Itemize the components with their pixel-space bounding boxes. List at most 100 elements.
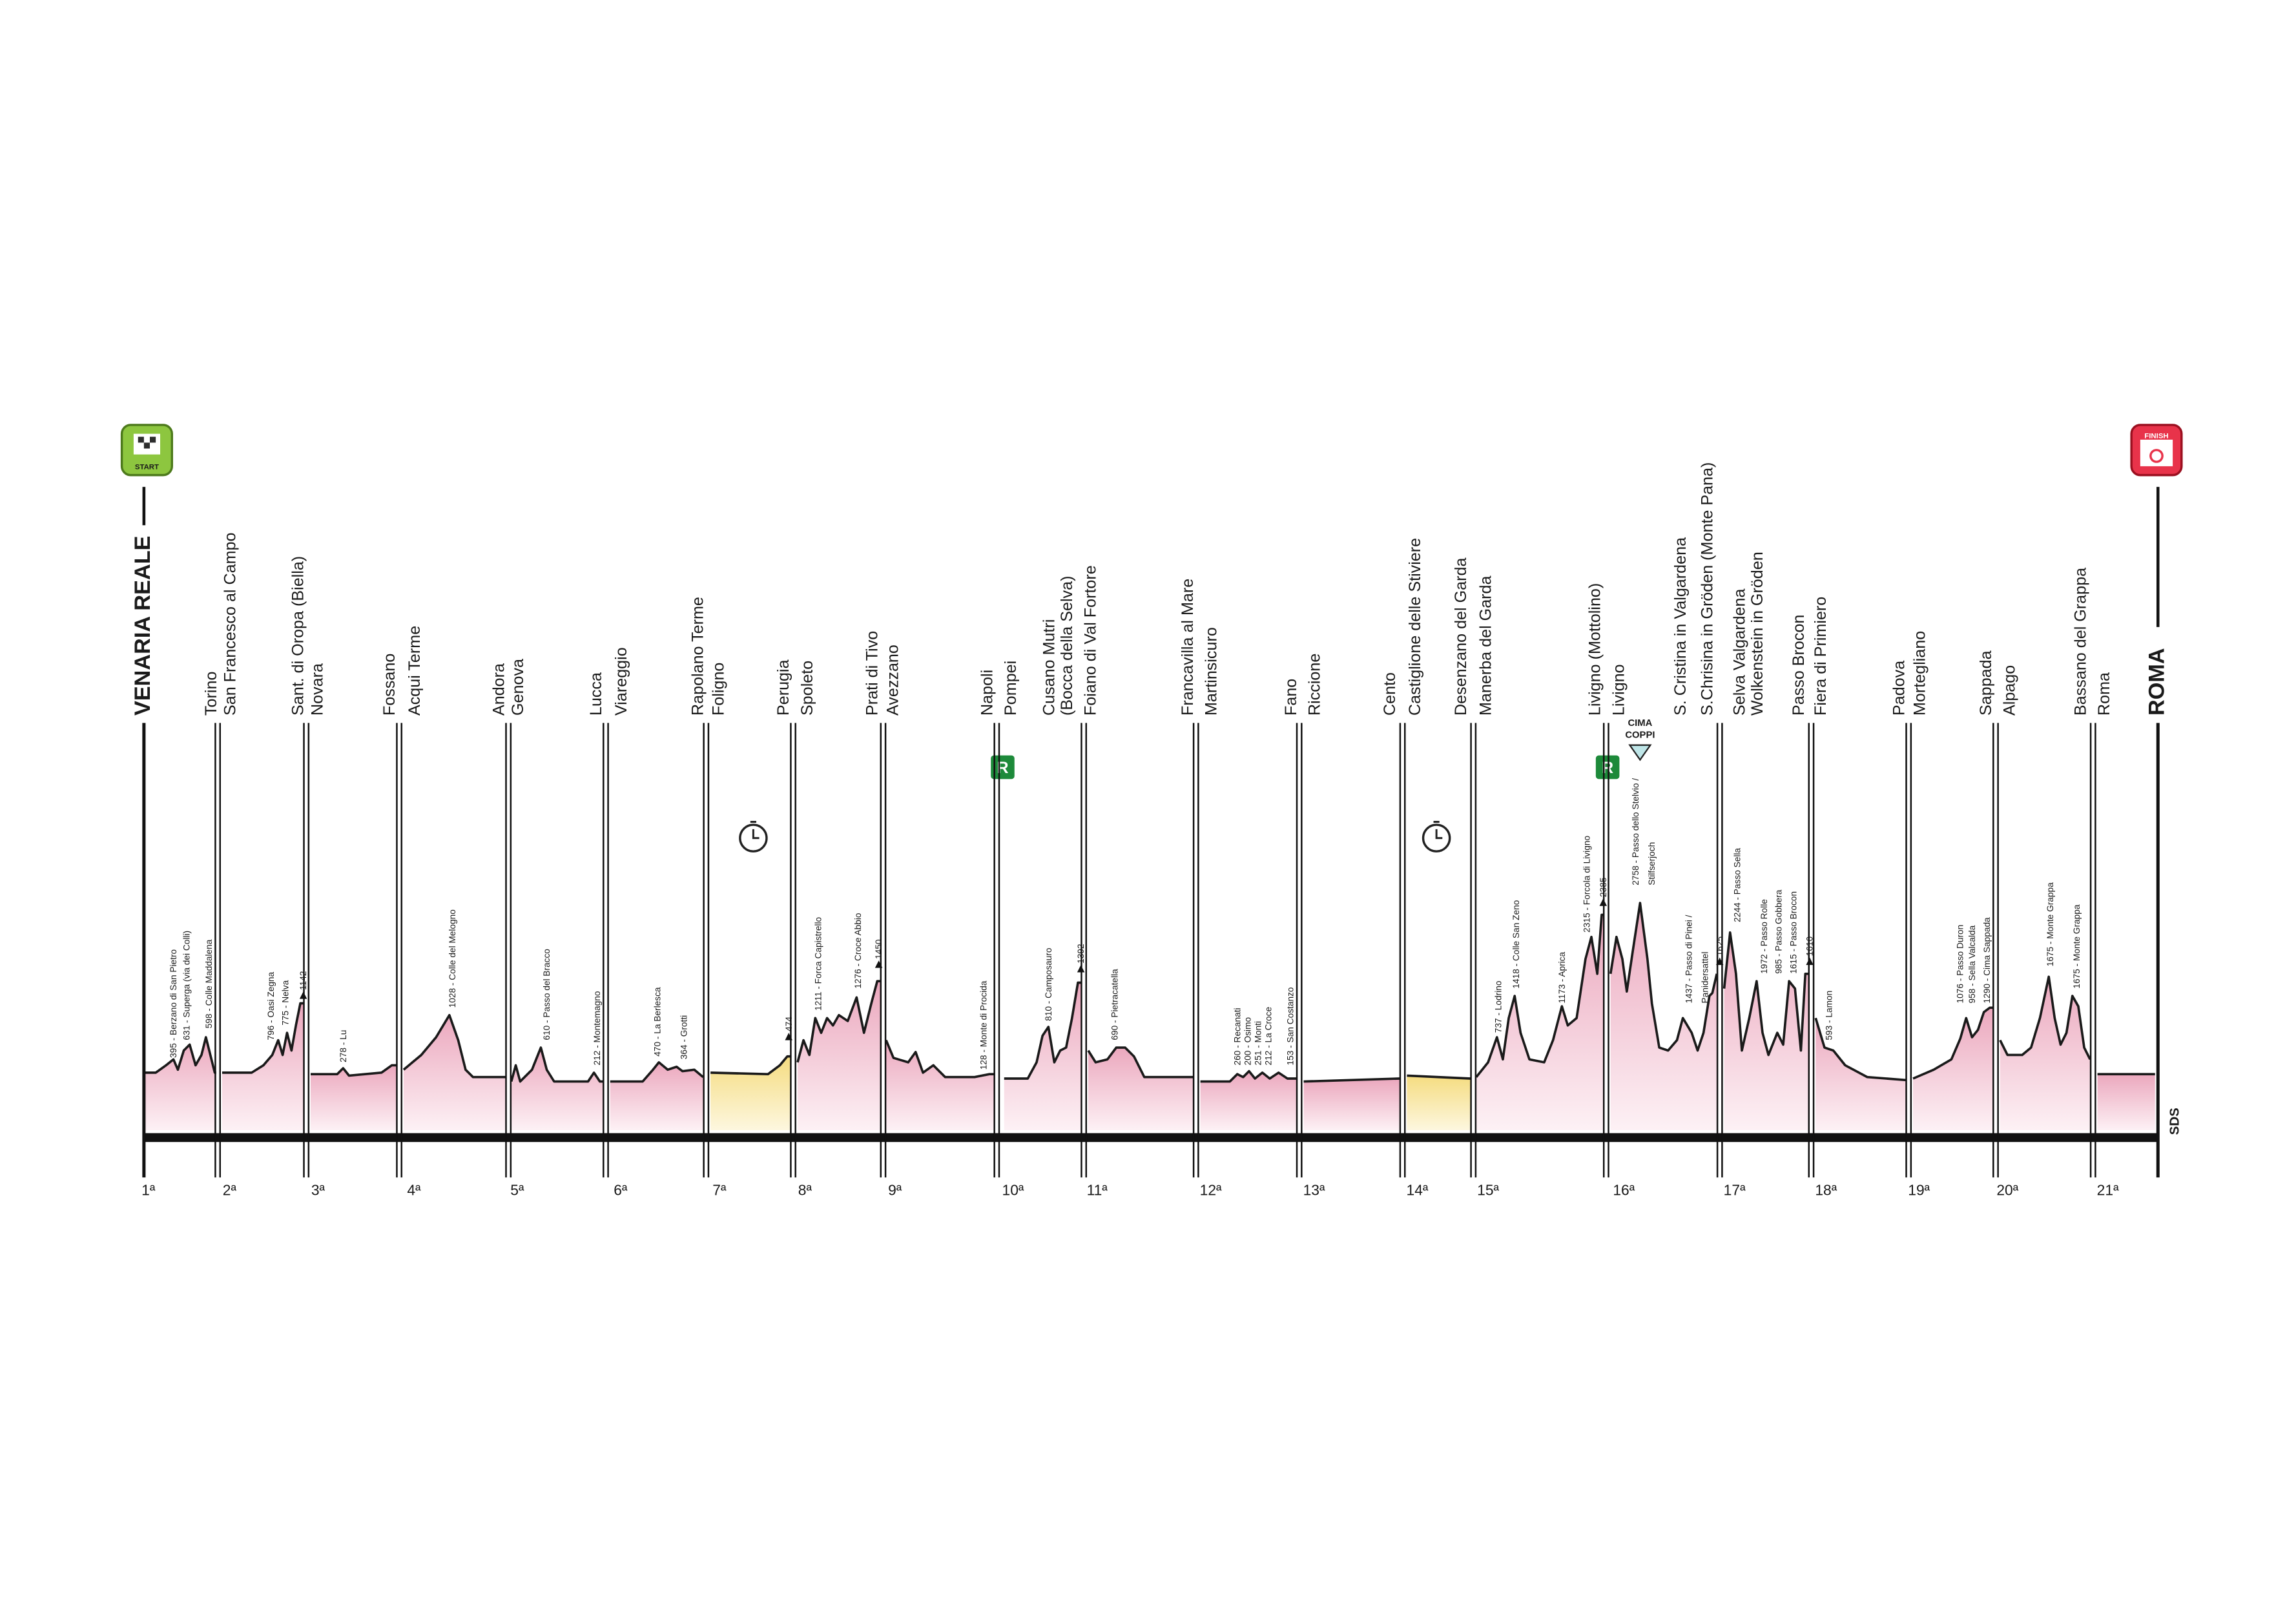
cima-coppi-label: COPPI <box>1625 730 1655 740</box>
stage-number: 20ª <box>1996 1181 2018 1198</box>
climb-label: 2758 - Passo dello Stelvio / <box>1631 778 1640 885</box>
stage-area <box>1088 1048 1194 1130</box>
climb-label: Panidersattel <box>1700 952 1710 1004</box>
climb-label: 251 - Monti <box>1253 1021 1263 1065</box>
town-label: Castiglione delle Stiviere <box>1406 538 1424 716</box>
signature: SDS <box>2167 1108 2182 1135</box>
climb-label: 598 - Colle Maddalena <box>204 939 214 1028</box>
town-label: Alpago <box>2001 665 2019 716</box>
climb-label: 958 - Sella Valcalda <box>1967 925 1977 1003</box>
climb-label: 128 - Monte di Procida <box>978 980 988 1070</box>
stage-number: 17ª <box>1724 1181 1746 1198</box>
summit-finish-marker <box>1077 965 1085 973</box>
climb-label: 1972 - Passo Rolle <box>1759 899 1769 974</box>
climb-label: 200 - Osimo <box>1243 1017 1252 1066</box>
cima-coppi-label: CIMA <box>1628 718 1652 729</box>
start-badge: START <box>120 424 173 477</box>
stage-profile <box>222 1002 304 1074</box>
climb-label: 985 - Passo Gobbera <box>1774 889 1784 973</box>
town-label: VENARIA REALE <box>130 536 155 716</box>
town-label: Riccione <box>1306 654 1324 716</box>
stage-profile <box>1912 1006 1993 1080</box>
town-label: Manerba del Garda <box>1477 575 1495 716</box>
stage-area <box>1913 1008 1993 1130</box>
stage-number: 6ª <box>614 1181 628 1198</box>
town-label: S. Cristina in Valgardena <box>1671 537 1690 716</box>
climb-label: 1615 - Passo Brocon <box>1789 891 1799 974</box>
town-label: Rapolano Terme <box>689 597 707 716</box>
town-label: Napoli <box>978 670 996 716</box>
town-label: Prati di Tivo <box>863 631 881 716</box>
stage-area <box>885 1040 994 1130</box>
town-label: Novara <box>308 663 326 716</box>
climb-label: 1610 <box>1805 936 1815 956</box>
climb-label: 610 - Passo del Bracco <box>542 949 552 1040</box>
climb-label: 1211 - Forca Capistrello <box>813 916 823 1010</box>
stage-profile <box>402 1013 506 1079</box>
stage-profile <box>1814 1017 1906 1082</box>
town-label: Bassano del Grappa <box>2071 568 2089 716</box>
climb-label: 775 - Nelva <box>281 980 291 1025</box>
town-label: Viareggio <box>612 647 630 716</box>
stage-number: 5ª <box>510 1181 524 1198</box>
stage-number: 12ª <box>1200 1181 1222 1198</box>
climb-label: 278 - Lu <box>338 1030 348 1062</box>
climb-label: 2385 <box>1598 877 1608 897</box>
climb-label: 1076 - Passo Duron <box>1956 925 1965 1004</box>
town-label: San Francesco al Campo <box>222 533 240 716</box>
climb-label: 593 - Lamon <box>1824 991 1834 1040</box>
town-label: Perugia <box>774 659 792 716</box>
climb-label: 796 - Oasi Zegna <box>266 971 276 1040</box>
stage-area <box>797 981 880 1130</box>
climb-label: 737 - Lodrino <box>1494 980 1504 1033</box>
stopwatch <box>739 821 768 853</box>
climb-label: 474 <box>784 1017 794 1031</box>
town-label: (Bocca della Selva) <box>1058 576 1076 716</box>
town-label: Genova <box>509 659 527 716</box>
town-label: Avezzano <box>884 645 902 716</box>
stage-number: 11ª <box>1087 1181 1108 1198</box>
stage-area <box>1200 1071 1297 1130</box>
stage-profile <box>510 1046 603 1083</box>
town-label: Spoleto <box>798 661 816 716</box>
town-label: Foligno <box>710 663 728 716</box>
finish-badge: FINISH <box>2130 424 2183 477</box>
stage-number: 3ª <box>311 1181 326 1198</box>
climb-label: 1450 <box>874 939 884 959</box>
stage-profile <box>1722 931 1808 1057</box>
stage-area <box>143 1037 216 1130</box>
town-label: Andora <box>490 663 508 716</box>
cima-coppi: CIMA COPPI <box>1625 718 1655 761</box>
stage-area <box>511 1048 603 1130</box>
town-label: Francavilla al Mare <box>1179 579 1197 716</box>
town-label: Cusano Mutri <box>1040 619 1058 716</box>
stage-area <box>1610 903 1717 1130</box>
stage-number: 2ª <box>223 1181 237 1198</box>
climb-label: 690 - Pietracatella <box>1110 969 1120 1040</box>
climb-label: 1173 - Aprica <box>1557 951 1567 1003</box>
town-label: Acqui Terme <box>406 626 424 716</box>
climb-label: 1675 - Monte Grappa <box>2072 904 2082 988</box>
town-label: Cento <box>1381 672 1399 716</box>
stage-number: 13ª <box>1303 1181 1325 1198</box>
stage-number: 1ª <box>141 1181 156 1198</box>
stage-number: 16ª <box>1613 1181 1635 1198</box>
town-label: ROMA <box>2144 648 2169 716</box>
stage-number: 4ª <box>407 1181 421 1198</box>
town-label: Wolkenstein in Gröden <box>1748 552 1766 716</box>
town-label: Roma <box>2095 672 2113 716</box>
climb-label: 260 - Recanati <box>1232 1008 1242 1065</box>
stage-number: 10ª <box>1002 1181 1024 1198</box>
climb-label: 2244 - Passo Sella <box>1733 848 1743 922</box>
stage-number: 18ª <box>1815 1181 1837 1198</box>
town-label: Fiera di Primiero <box>1812 597 1830 716</box>
stage-profile <box>1407 1074 1471 1080</box>
stage-number: 9ª <box>888 1181 902 1198</box>
town-label: Foiano di Val Fortore <box>1081 565 1099 716</box>
stage-area <box>1303 1079 1400 1130</box>
stage-profile <box>1999 975 2091 1060</box>
climb-label: 1290 - Cima Sappada <box>1982 917 1992 1004</box>
town-label: Sant. di Oropa (Biella) <box>289 556 307 716</box>
town-label: Fano <box>1282 679 1300 716</box>
